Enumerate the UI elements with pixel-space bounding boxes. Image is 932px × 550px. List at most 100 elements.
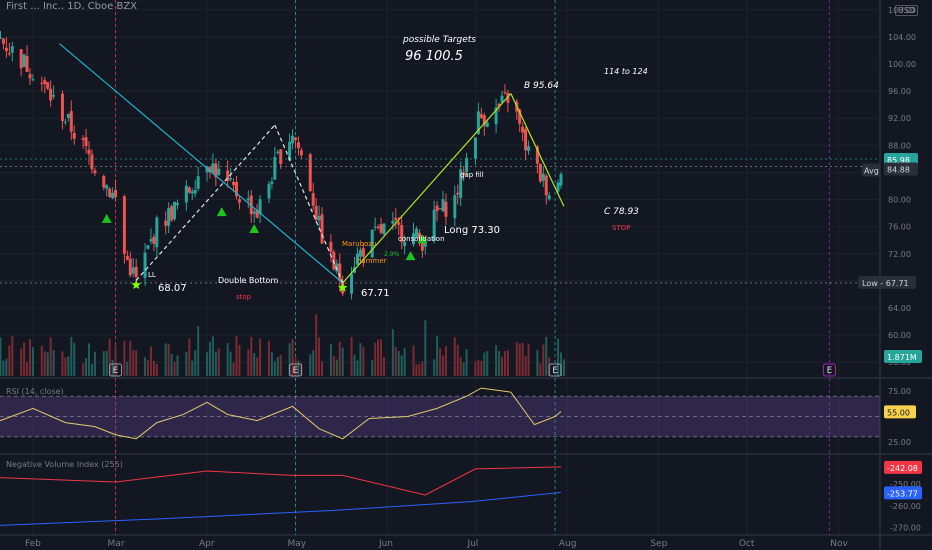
nvi-value-tag-red-bg (884, 460, 922, 474)
candle-body (338, 263, 342, 281)
volume-bar (111, 359, 114, 376)
abc-line (342, 93, 512, 284)
date-axis-tick: May (288, 539, 307, 549)
candle-body (332, 252, 336, 270)
candle-body (10, 46, 14, 53)
candle-body (462, 172, 466, 176)
candle-body (208, 167, 212, 173)
candle-body (373, 226, 377, 228)
date-axis-tick: Jun (378, 539, 393, 549)
volume-bar (518, 343, 521, 376)
volume-bar (359, 343, 362, 376)
volume-bar (147, 360, 149, 376)
nvi-value-tag-red: -242.08 (887, 464, 918, 473)
price-axis-tick: 88.00 (888, 141, 911, 150)
candle-body (217, 168, 221, 175)
targets-title: possible Targets (402, 35, 476, 45)
pct-label: 2.9% (384, 251, 400, 258)
volume-bar (185, 351, 188, 376)
volume-bar (503, 351, 506, 376)
volume-bar (562, 359, 565, 376)
candle-body (69, 111, 73, 132)
candle-body (432, 209, 436, 241)
price-axis-tick: 92.00 (888, 114, 911, 123)
earnings-label: E (827, 366, 833, 376)
volume-bar (267, 340, 270, 376)
candle-body (190, 191, 194, 194)
candle-body (258, 199, 262, 215)
volume-bar (338, 341, 341, 376)
candle-body (547, 195, 551, 200)
volume-bar (232, 362, 235, 376)
candle-body (173, 201, 177, 220)
volume-bar (501, 356, 503, 376)
volume-bar (238, 345, 241, 376)
buy-arrow-icon (417, 234, 428, 244)
volume-bar (424, 320, 427, 376)
volume-bar (341, 347, 344, 376)
volume-bar (542, 344, 545, 376)
buy-arrow-icon (249, 224, 260, 234)
volume-bar (11, 336, 14, 376)
volume-bar (474, 361, 477, 376)
candle-body (105, 185, 109, 189)
earnings-badge (548, 363, 562, 377)
candle-body (444, 201, 448, 217)
candle-body (288, 141, 292, 161)
candle-body (131, 267, 135, 274)
candle-body (482, 115, 486, 126)
volume-bar (539, 363, 542, 376)
volume-bar (291, 338, 294, 376)
stop-label-db: stop (236, 293, 252, 301)
candle-body (46, 82, 50, 89)
candle-body (403, 241, 407, 247)
candle-body (84, 137, 88, 147)
candle-body (193, 189, 197, 194)
candle-body (128, 258, 132, 276)
volume-bar (415, 363, 418, 376)
volume-bar (114, 345, 117, 376)
candle-body (379, 224, 383, 233)
candle-body (361, 248, 365, 257)
candle-body (476, 111, 480, 135)
volume-bar (380, 339, 383, 376)
rsi-title: RSI (14, close) (6, 387, 64, 396)
volume-bar (486, 351, 489, 376)
volume-bar (191, 360, 194, 376)
volume-bar (477, 359, 480, 376)
rsi-value-tag: 55.00 (887, 408, 910, 417)
candle-body (370, 229, 374, 258)
volume-bar (155, 363, 158, 376)
candle-body (506, 92, 510, 103)
earnings-label: E (113, 366, 119, 376)
volume-bar (453, 337, 456, 376)
nvi-line (0, 491, 562, 526)
earnings-badge (822, 363, 836, 377)
volume-bar (439, 348, 442, 376)
candle-body (308, 154, 312, 192)
date-axis-tick: Aug (559, 539, 577, 549)
candle-body (456, 192, 460, 195)
nvi-value-tag-blue-bg (884, 486, 922, 500)
candle-body (235, 182, 238, 197)
candle-body (535, 146, 539, 164)
price-axis-tick: 60.00 (888, 331, 911, 340)
volume-bar (152, 360, 155, 376)
abc-line (510, 93, 565, 207)
candle-body (122, 196, 126, 254)
candle-body (541, 173, 545, 181)
volume-bar (105, 350, 108, 376)
volume-bar (412, 345, 415, 376)
volume-bar (480, 360, 483, 376)
volume-bar (391, 329, 394, 376)
nvi-axis-tick: -250.00 (890, 480, 921, 489)
volume-bar (82, 363, 85, 376)
rsi-value-tag-bg (884, 405, 916, 419)
candle-body (205, 166, 209, 173)
currency-badge[interactable]: USD (895, 5, 919, 16)
volume-bar (217, 348, 220, 376)
last-price-tag: 85.98 (887, 156, 910, 165)
volume-bar (315, 314, 318, 376)
candle-body (90, 154, 94, 170)
